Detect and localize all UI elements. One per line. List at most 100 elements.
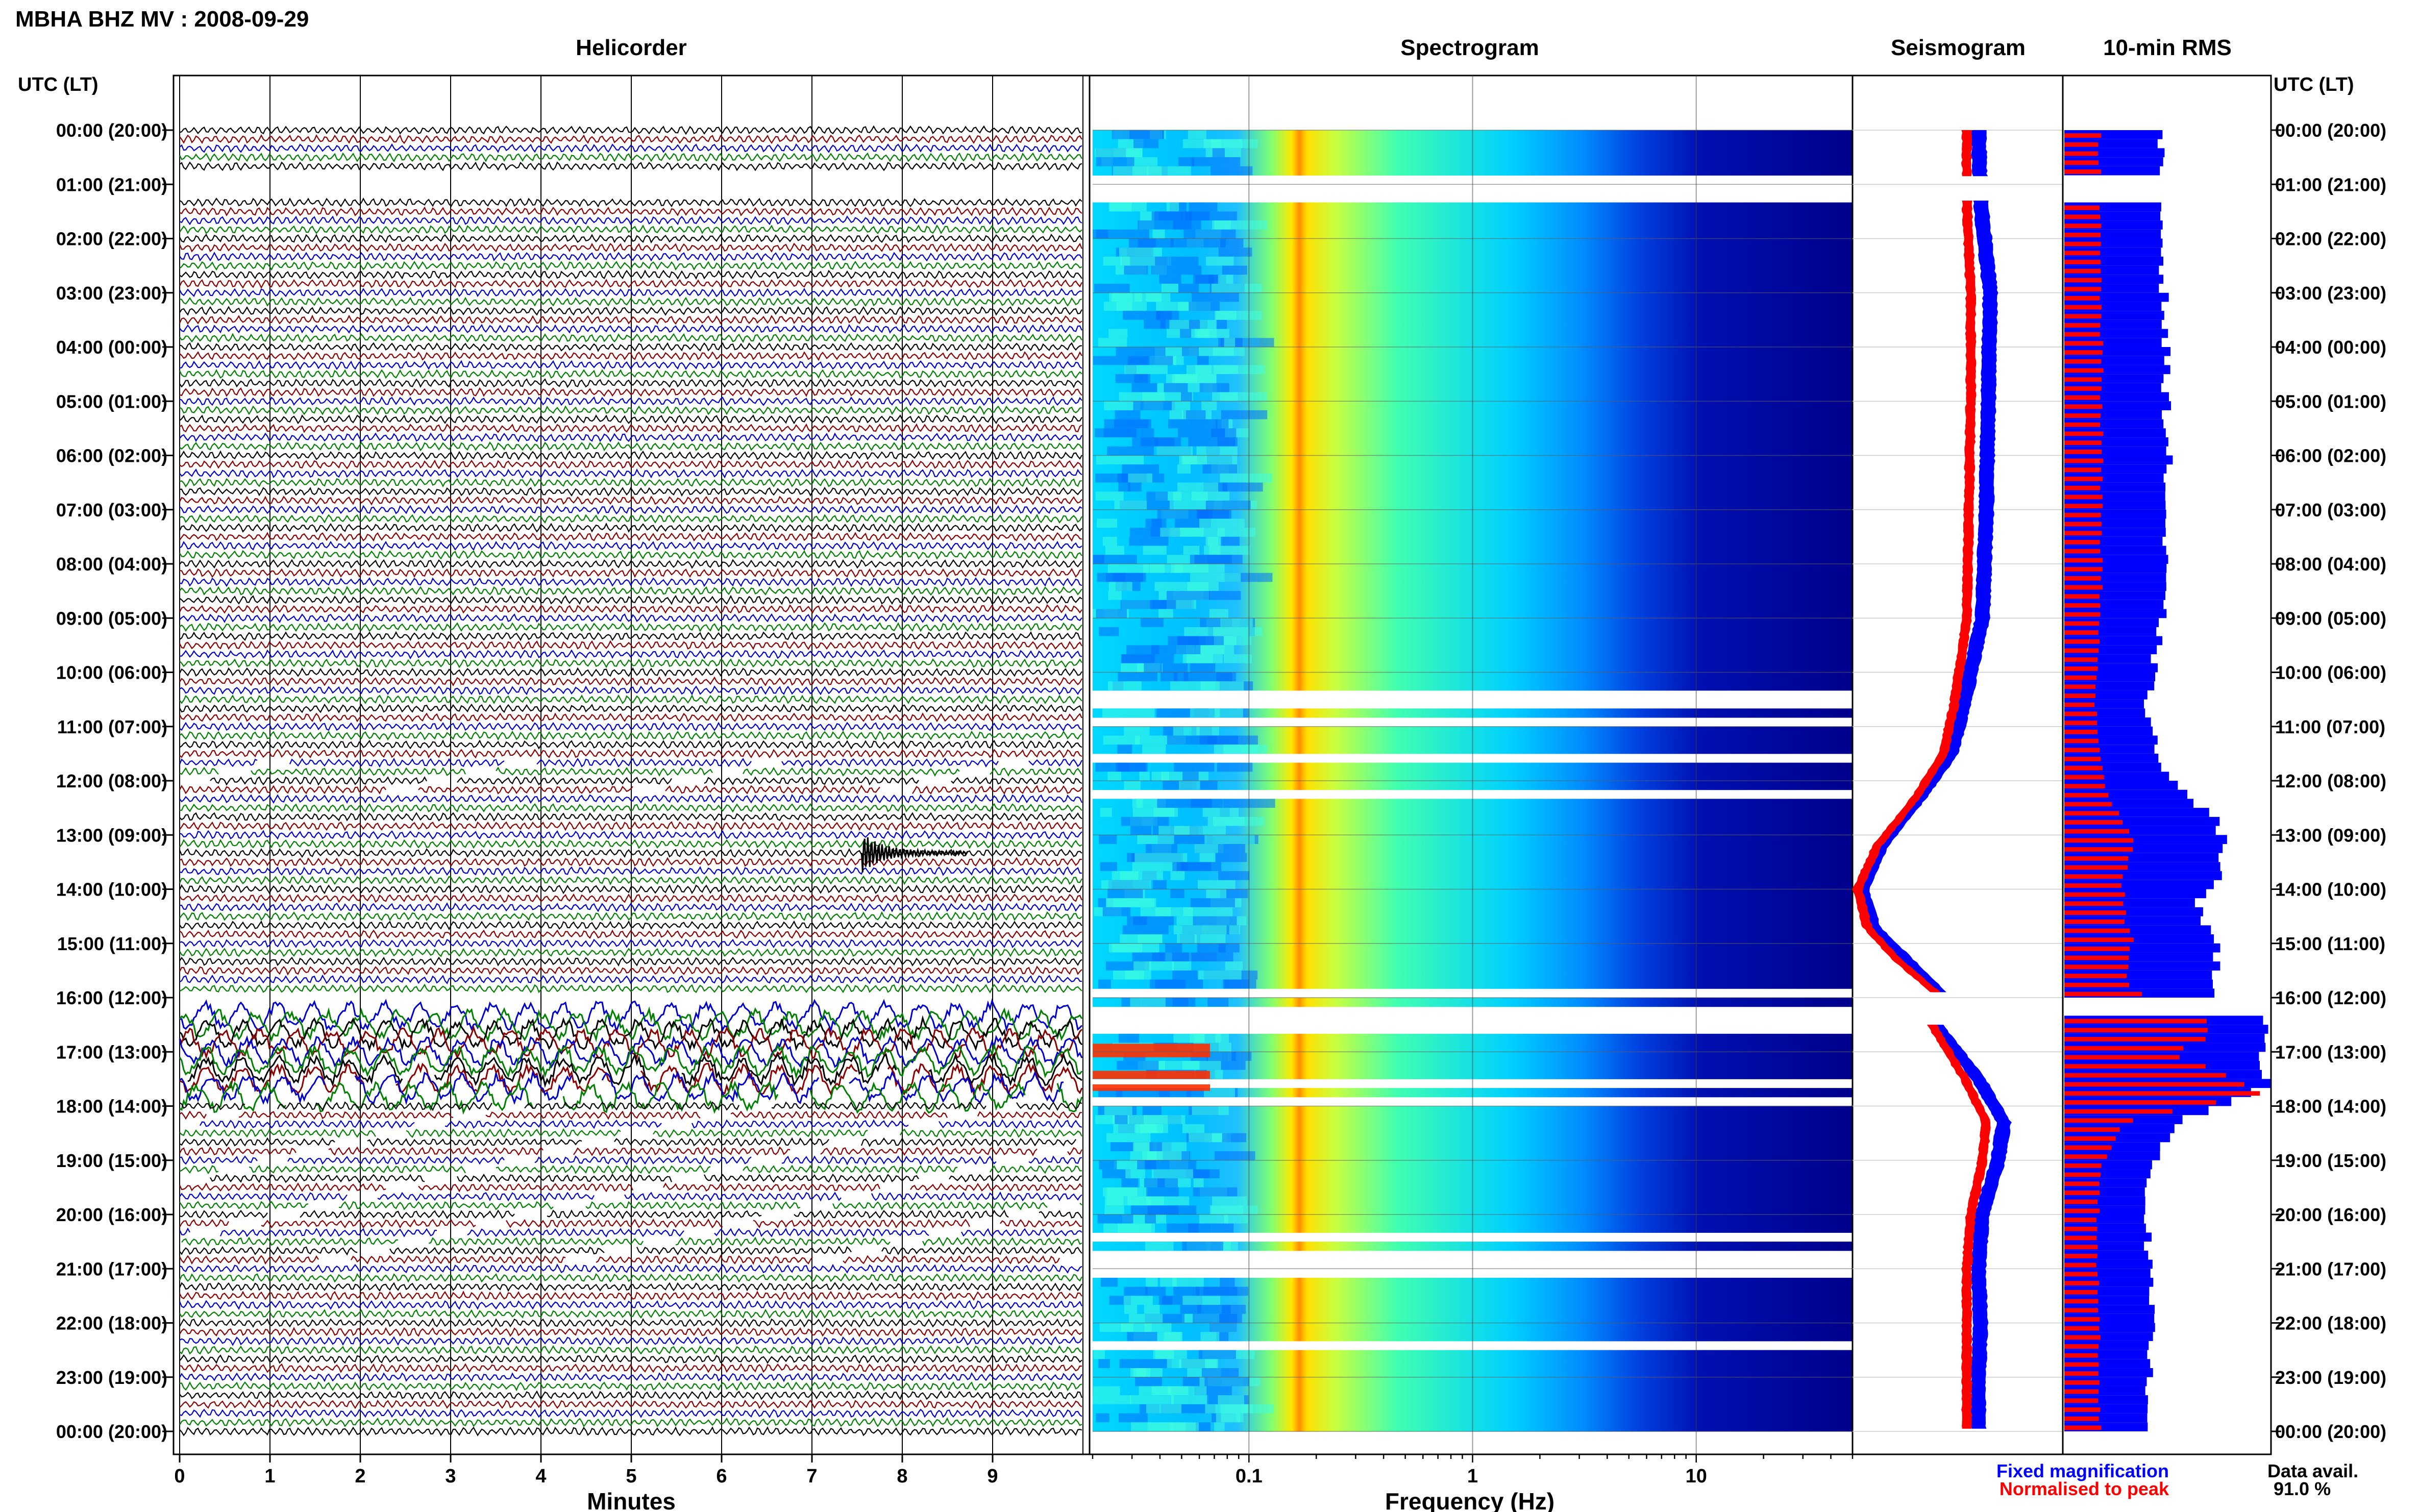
helicorder-trace	[179, 387, 1082, 398]
spectrogram-hot-cell	[1093, 1044, 1210, 1057]
spectrogram-cell	[1182, 1242, 1223, 1251]
spectrogram-cell	[1177, 934, 1197, 944]
spectrogram-cell	[1132, 808, 1178, 817]
spectrogram-cell	[1152, 229, 1165, 239]
spectrogram-cell	[1190, 708, 1220, 718]
helicorder-trace	[179, 486, 1082, 497]
helicorder-trace	[179, 378, 1082, 388]
spectrogram-cell	[1198, 1350, 1236, 1359]
spectrogram-cell	[1217, 762, 1253, 772]
rms-bar-normalised	[2064, 467, 2101, 473]
spectrogram-cell	[1196, 645, 1234, 655]
helicorder-trace	[179, 1345, 1082, 1355]
rms-bar-normalised	[2064, 512, 2101, 517]
spectrogram-cell	[1154, 211, 1183, 221]
rms-bar-normalised	[2064, 829, 2129, 834]
spectrogram-cell	[1182, 772, 1199, 781]
rms-bar-normalised	[2064, 802, 2112, 807]
helicorder-trace	[210, 1173, 1082, 1183]
spectrogram-cell	[1192, 157, 1241, 166]
hour-label-left: 02:00 (22:00)	[56, 229, 167, 250]
hour-label-left: 22:00 (18:00)	[56, 1313, 167, 1334]
spectrogram-cell	[1225, 961, 1243, 971]
spectrogram-cell	[1182, 1060, 1221, 1070]
rms-bar-normalised	[2064, 594, 2100, 599]
rms-bar-normalised	[2064, 1317, 2100, 1322]
rms-bar-normalised	[2064, 1091, 2260, 1096]
spectrogram-cell	[1179, 781, 1200, 790]
helicorder-trace	[179, 1146, 1082, 1157]
spectrogram-cell	[1216, 1332, 1229, 1341]
spectrogram-cell	[1190, 663, 1216, 673]
spectrogram-cell	[1124, 1305, 1138, 1314]
spectrogram-cell	[1096, 609, 1127, 618]
helicorder-trace	[179, 1110, 1082, 1120]
spectrogram-cell	[1093, 555, 1137, 564]
helicorder-trace	[179, 396, 1082, 406]
hour-label-right: 07:00 (03:00)	[2275, 500, 2386, 520]
spectrogram-cell	[1114, 419, 1151, 429]
spectrogram-cell	[1220, 392, 1238, 402]
spectrogram-cell	[1182, 1124, 1204, 1133]
hour-label-left: 17:00 (13:00)	[56, 1042, 167, 1062]
helicorder-trace	[179, 1291, 1082, 1301]
helicorder-trace	[179, 722, 1082, 732]
helicorder-trace	[179, 785, 1082, 795]
hour-label-right: 01:00 (21:00)	[2275, 174, 2386, 195]
rms-bar-normalised	[2064, 630, 2099, 635]
spectrogram-cell	[1193, 1187, 1238, 1197]
spectrogram-cell	[1160, 672, 1178, 682]
spectrogram-cell	[1199, 518, 1245, 528]
helicorder-trace	[179, 875, 1082, 885]
helicorder-trace	[179, 540, 1082, 551]
rms-bar-normalised	[2064, 612, 2101, 617]
helicorder-event	[860, 837, 969, 873]
helicorder-trace	[179, 369, 1082, 379]
spectrogram-cell	[1218, 1395, 1244, 1404]
spectrogram-cell	[1145, 1214, 1156, 1224]
spectrogram-cell	[1122, 464, 1159, 474]
spectrogram-cell	[1145, 1242, 1174, 1251]
spectrogram-cell	[1143, 546, 1167, 555]
spectrogram-cell	[1161, 284, 1179, 293]
spectrogram-cell	[1172, 961, 1192, 971]
spectrogram-cell	[1098, 1359, 1110, 1369]
helicorder-trace	[179, 233, 1082, 244]
spectrogram-cell	[1117, 745, 1132, 754]
spectrogram-cell	[1192, 292, 1239, 302]
spectrogram-cell	[1216, 319, 1227, 329]
spectrogram-cell	[1107, 889, 1143, 899]
helicorder-trace	[179, 1137, 1076, 1148]
spectrogram-cell	[1206, 256, 1234, 266]
hour-label-left: 12:00 (08:00)	[56, 771, 167, 791]
spectrogram-cell	[1155, 907, 1171, 916]
hour-label-right: 00:00 (20:00)	[2275, 120, 2386, 141]
hour-label-left: 19:00 (15:00)	[56, 1150, 167, 1171]
spectrogram-cell	[1105, 546, 1125, 555]
availability-label: Data avail.	[2267, 1460, 2358, 1481]
rms-bar-normalised	[2064, 305, 2102, 310]
helicorder-trace	[179, 1201, 1082, 1211]
helicorder-trace	[179, 1070, 1064, 1105]
spectrogram-cell	[1116, 347, 1166, 356]
hour-label-right: 06:00 (02:00)	[2275, 445, 2386, 466]
helicorder-trace	[179, 269, 1082, 280]
rms-bar-normalised	[2064, 449, 2102, 454]
figure-title: MBHA BHZ MV : 2008-09-29	[15, 7, 309, 32]
helicorder-trace	[179, 224, 1082, 235]
spectrogram-cell	[1170, 889, 1184, 899]
spectrogram-cell	[1098, 338, 1127, 347]
helicorder-trace	[179, 1062, 1083, 1097]
spectrogram-cell	[1118, 672, 1158, 682]
spectrogram-cell	[1132, 799, 1143, 808]
rms-bar-normalised	[2064, 1127, 2120, 1132]
rms-bar-normalised	[2064, 341, 2104, 346]
spectrogram-cell	[1145, 1160, 1197, 1170]
spectrogram-cell	[1122, 925, 1169, 935]
helicorder-trace	[179, 667, 1082, 677]
rms-bar-normalised	[2064, 1226, 2097, 1231]
hour-label-left: 11:00 (07:00)	[57, 716, 167, 737]
spectrogram-cell	[1133, 961, 1151, 971]
spectrogram-cell	[1201, 1368, 1239, 1377]
